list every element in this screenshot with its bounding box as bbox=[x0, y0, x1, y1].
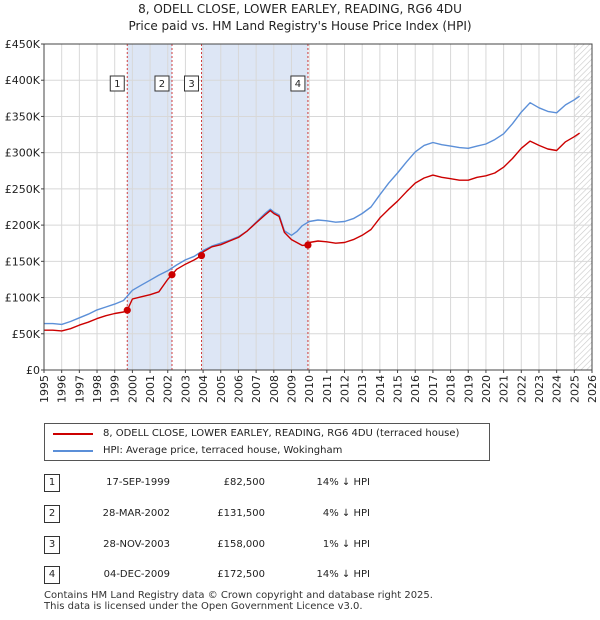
x-tick-label: 2001 bbox=[144, 375, 157, 403]
plot-background bbox=[127, 44, 592, 370]
y-tick-label: £350K bbox=[5, 110, 41, 123]
x-tick-label: 2003 bbox=[179, 375, 192, 403]
x-tick-label: 2015 bbox=[392, 375, 405, 403]
chart-title: 8, ODELL CLOSE, LOWER EARLEY, READING, R… bbox=[0, 1, 600, 35]
x-tick-label: 1997 bbox=[73, 375, 86, 403]
sale-point bbox=[197, 251, 206, 260]
transaction-hpi: 4% ↓ HPI bbox=[322, 508, 370, 519]
y-tick-label: £0 bbox=[26, 364, 40, 377]
x-tick-label: 2025 bbox=[568, 375, 581, 403]
sale-point bbox=[123, 306, 131, 314]
y-tick-label: £400K bbox=[5, 74, 41, 87]
grid-lines bbox=[43, 43, 593, 371]
sale-point bbox=[304, 241, 312, 249]
x-tick-label: 2023 bbox=[533, 375, 546, 403]
table-row: 1 17-SEP-1999 £82,500 14% ↓ HPI bbox=[0, 474, 600, 494]
x-tick-label: 2019 bbox=[462, 375, 475, 403]
x-tick-label: 2007 bbox=[250, 375, 263, 403]
legend-label-hpi: HPI: Average price, terraced house, Woki… bbox=[103, 445, 343, 456]
footer-line2: This data is licensed under the Open Gov… bbox=[44, 601, 363, 612]
x-tick-label: 2018 bbox=[445, 375, 458, 403]
y-tick-label: £250K bbox=[5, 183, 41, 196]
transaction-hpi: 14% ↓ HPI bbox=[316, 477, 370, 488]
transaction-date: 17-SEP-1999 bbox=[106, 477, 170, 488]
transaction-date: 04-DEC-2009 bbox=[103, 569, 170, 580]
x-tick-label: 2024 bbox=[551, 375, 564, 403]
hpi-line bbox=[44, 95, 580, 326]
x-tick-label: 2010 bbox=[303, 375, 316, 403]
sale-point bbox=[168, 271, 176, 279]
x-tick-label: 2011 bbox=[321, 375, 334, 403]
x-tick-label: 1995 bbox=[38, 375, 51, 403]
x-tick-label: 1999 bbox=[109, 375, 122, 403]
y-tick-label: £200K bbox=[5, 219, 41, 232]
table-row: 2 28-MAR-2002 £131,500 4% ↓ HPI bbox=[0, 505, 600, 525]
chart-title-line1: 8, ODELL CLOSE, LOWER EARLEY, READING, R… bbox=[138, 2, 462, 16]
x-tick-label: 2026 bbox=[586, 375, 599, 403]
transaction-number: 2 bbox=[44, 505, 60, 523]
legend-label-property: 8, ODELL CLOSE, LOWER EARLEY, READING, R… bbox=[103, 428, 460, 439]
transaction-hpi: 14% ↓ HPI bbox=[316, 569, 370, 580]
sale-label-text: 1 bbox=[114, 79, 120, 90]
transaction-date: 28-NOV-2003 bbox=[103, 539, 170, 550]
x-tick-label: 1998 bbox=[91, 375, 104, 403]
sale-label-box bbox=[290, 75, 306, 92]
sale-label-text: 4 bbox=[295, 79, 301, 90]
y-tick-label: £150K bbox=[5, 255, 41, 268]
x-tick-label: 2005 bbox=[215, 375, 228, 403]
x-tick-label: 2008 bbox=[268, 375, 281, 403]
transaction-number: 3 bbox=[44, 536, 60, 554]
x-tick-label: 2002 bbox=[162, 375, 175, 403]
x-tick-label: 2021 bbox=[498, 375, 511, 403]
sale-labels: 1 2 3 4 bbox=[109, 75, 306, 92]
x-tick-label: 2004 bbox=[197, 375, 210, 403]
transaction-price: £172,500 bbox=[217, 569, 265, 580]
x-tick-label: 2016 bbox=[409, 375, 422, 403]
table-row: 4 04-DEC-2009 £172,500 14% ↓ HPI bbox=[0, 566, 600, 586]
x-tick-label: 1996 bbox=[56, 375, 69, 403]
sale-label-box bbox=[184, 75, 200, 92]
shaded-period bbox=[201, 44, 308, 370]
transaction-hpi: 1% ↓ HPI bbox=[322, 539, 370, 550]
property-price-line bbox=[44, 132, 580, 332]
x-tick-label: 2000 bbox=[126, 375, 139, 403]
y-tick-label: £300K bbox=[5, 147, 41, 160]
transaction-price: £82,500 bbox=[223, 477, 265, 488]
x-tick-label: 2017 bbox=[427, 375, 440, 403]
transaction-number: 4 bbox=[44, 566, 60, 584]
y-tick-label: £450K bbox=[5, 38, 41, 51]
sale-label-box bbox=[154, 75, 170, 92]
sale-points bbox=[123, 241, 312, 314]
sale-label-text: 2 bbox=[159, 79, 165, 90]
sale-label-text: 3 bbox=[188, 79, 194, 90]
transaction-price: £158,000 bbox=[217, 539, 265, 550]
x-tick-label: 2013 bbox=[356, 375, 369, 403]
legend: 8, ODELL CLOSE, LOWER EARLEY, READING, R… bbox=[44, 423, 490, 461]
transaction-number: 1 bbox=[44, 474, 60, 492]
legend-swatch-hpi bbox=[53, 450, 93, 452]
y-tick-label: £50K bbox=[12, 328, 41, 341]
footer-line1: Contains HM Land Registry data © Crown c… bbox=[44, 590, 433, 601]
table-row: 3 28-NOV-2003 £158,000 1% ↓ HPI bbox=[0, 536, 600, 556]
series-lines bbox=[44, 95, 580, 332]
transaction-date: 28-MAR-2002 bbox=[102, 508, 170, 519]
hatched-region bbox=[574, 44, 592, 370]
x-tick-label: 2020 bbox=[480, 375, 493, 403]
x-tick-label: 2006 bbox=[232, 375, 245, 403]
plot-frame bbox=[43, 43, 593, 371]
sale-label-box bbox=[109, 75, 125, 92]
axes: £0 £50K £100K £150K £200K £250K £300K £350K £400… bbox=[5, 38, 599, 403]
transaction-price: £131,500 bbox=[217, 508, 265, 519]
x-tick-label: 2014 bbox=[374, 375, 387, 403]
x-tick-label: 2012 bbox=[339, 375, 352, 403]
chart-title-line2: Price paid vs. HM Land Registry's House … bbox=[128, 19, 472, 33]
x-tick-label: 2022 bbox=[515, 375, 528, 403]
legend-swatch-property bbox=[53, 433, 93, 435]
y-tick-label: £100K bbox=[5, 292, 41, 305]
price-chart: £0 £50K £100K £150K £200K £250K £300K £350K £400… bbox=[5, 38, 599, 403]
footer-attribution: Contains HM Land Registry data © Crown c… bbox=[44, 590, 433, 612]
x-tick-label: 2009 bbox=[285, 375, 298, 403]
